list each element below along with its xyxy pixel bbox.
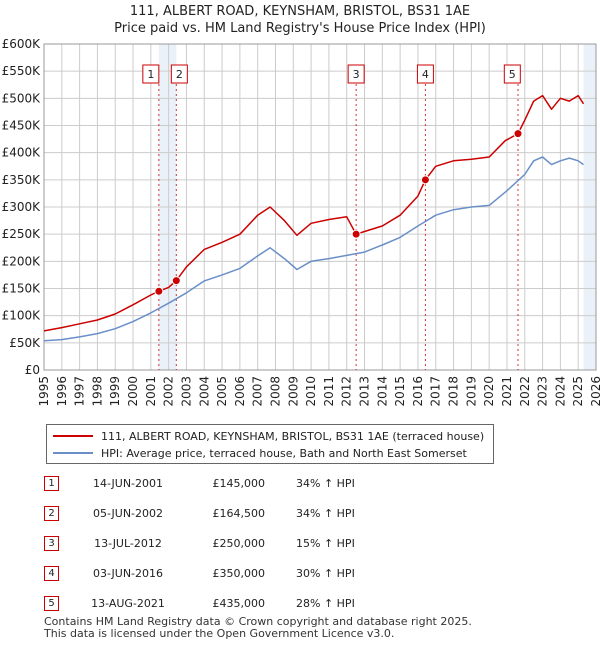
x-tick-label: 2014 [375,376,389,407]
chart-legend: 111, ALBERT ROAD, KEYNSHAM, BRISTOL, BS3… [46,424,494,464]
sale-badge-box [416,64,434,84]
y-tick-label: £550K [2,64,42,78]
x-tick-label: 2013 [358,376,372,407]
y-tick-label: £300K [2,200,42,214]
footer: Contains HM Land Registry data © Crown c… [44,616,472,640]
y-tick-label: £400K [2,146,42,160]
sale-badge: 4 [44,566,59,581]
sale-badge-label: 4 [422,68,429,81]
x-tick-label: 2011 [322,376,336,407]
sale-badge: 3 [44,536,59,551]
sale-price: £350,000 [212,567,266,580]
y-tick-label: £500K [2,91,42,105]
sale-hpi: 28% ↑ HPI [296,597,355,610]
sale-hpi: 15% ↑ HPI [296,537,355,550]
x-tick-label: 2018 [447,376,461,407]
x-tick-label: 1995 [37,376,51,407]
chart-title: 111, ALBERT ROAD, KEYNSHAM, BRISTOL, BS3… [129,4,471,19]
footer-copyright: Contains HM Land Registry data © Crown c… [44,615,472,628]
x-tick-label: 2016 [411,376,425,407]
x-tick-label: 1999 [108,376,122,407]
sale-badge-box [170,64,188,84]
x-tick-label: 2023 [536,376,550,407]
x-tick-label: 2006 [233,376,247,407]
sale-badge-box [142,64,160,84]
x-tick-label: 2020 [482,376,496,407]
sale-badge: 5 [44,596,59,611]
sale-price: £435,000 [212,597,266,610]
x-tick-label: 2022 [518,376,532,407]
y-tick-label: £200K [2,254,42,268]
y-tick-label: £0 [25,363,40,377]
y-tick-label: £100K [2,309,42,323]
table-row: 3 13-JUL-2012 £250,000 15% ↑ HPI [0,534,600,554]
sale-hpi: 30% ↑ HPI [296,567,355,580]
x-tick-label: 2021 [500,376,514,407]
x-tick-label: 2004 [197,376,211,407]
sale-point [154,286,164,296]
footer-licence: This data is licensed under the Open Gov… [44,627,395,640]
x-tick-label: 2008 [268,376,282,407]
x-tick-label: 2025 [571,376,585,407]
x-tick-label: 2010 [304,376,318,407]
sale-badge-label: 5 [509,68,516,81]
sale-price: £145,000 [212,477,266,490]
sale-date: 13-AUG-2021 [91,597,165,610]
x-tick-label: 2003 [179,376,193,407]
sale-date: 05-JUN-2002 [92,507,164,520]
hpi-line [43,156,584,342]
x-tick-label: 2024 [553,376,567,407]
table-row: 4 03-JUN-2016 £350,000 30% ↑ HPI [0,564,600,584]
y-tick-label: £250K [2,227,42,241]
sale-hpi: 34% ↑ HPI [296,477,355,490]
legend-property-label: 111, ALBERT ROAD, KEYNSHAM, BRISTOL, BS3… [101,429,485,443]
plot-frame [43,43,597,371]
y-tick-label: £150K [2,282,42,296]
y-tick-label: £600K [2,37,42,51]
sale-badge-label: 3 [353,68,360,81]
sale-hpi: 34% ↑ HPI [296,507,355,520]
x-tick-label: 2026 [589,376,600,407]
sale-badge-label: 2 [176,68,183,81]
sale-price: £250,000 [212,537,266,550]
sale-price: £164,500 [212,507,266,520]
table-row: 1 14-JUN-2001 £145,000 34% ↑ HPI [0,474,600,494]
x-tick-label: 2009 [286,376,300,407]
sale-point [513,129,523,139]
x-tick-label: 2017 [429,376,443,407]
x-tick-label: 1996 [55,376,69,407]
x-tick-label: 1998 [90,376,104,407]
sale-badge: 2 [44,506,59,521]
x-tick-label: 2019 [464,376,478,407]
table-row: 2 05-JUN-2002 £164,500 34% ↑ HPI [0,504,600,524]
y-tick-label: £450K [2,119,42,133]
sale-date: 14-JUN-2001 [92,477,164,490]
x-tick-label: 2000 [126,376,140,407]
legend-hpi-label: HPI: Average price, terraced house, Bath… [101,446,467,460]
x-tick-label: 2001 [144,376,158,407]
sale-point [171,276,181,286]
x-tick-label: 1997 [73,376,87,407]
x-tick-label: 2002 [162,376,176,407]
sale-date: 03-JUN-2016 [92,567,164,580]
x-tick-label: 2005 [215,376,229,407]
sale-point [351,229,361,239]
sale-badge-box [347,64,365,84]
legend-hpi-swatch [53,452,93,454]
chart-subtitle: Price paid vs. HM Land Registry's House … [114,21,486,36]
property-price-line [43,94,585,332]
x-tick-label: 2007 [251,376,265,407]
sale-badge: 1 [44,476,59,491]
x-tick-label: 2015 [393,376,407,407]
x-tick-label: 2012 [340,376,354,407]
legend-property-swatch [53,435,93,437]
sale-badge-label: 1 [147,68,154,81]
table-row: 5 13-AUG-2021 £435,000 28% ↑ HPI [0,594,600,614]
sale-date: 13-JUL-2012 [94,537,162,550]
sale-point [420,175,430,185]
sale-badge-box [503,64,521,84]
y-tick-label: £350K [2,173,42,187]
y-tick-label: £50K [9,336,41,350]
price-chart: £0 £50K £100K £150K £200K £250K £300K £350K £400… [2,37,600,407]
